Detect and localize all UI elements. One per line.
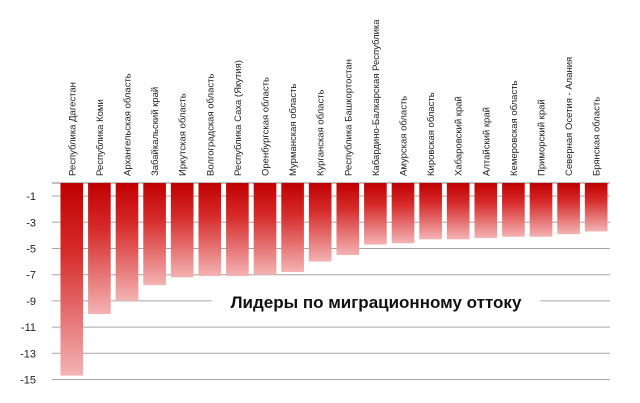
category-label: Приморский край xyxy=(537,99,548,176)
bar xyxy=(474,183,498,239)
title-background xyxy=(212,287,540,317)
y-tick-label: -9 xyxy=(26,296,36,308)
y-tick-label: -15 xyxy=(20,375,36,387)
category-label: Архангельская область xyxy=(123,73,134,176)
category-label: Алтайский край xyxy=(481,107,492,176)
bar xyxy=(529,183,553,237)
y-tick-label: -13 xyxy=(20,348,36,360)
category-label: Мурманская область xyxy=(288,84,299,176)
category-label: Кировская область xyxy=(426,92,437,176)
category-label: Курганская область xyxy=(316,89,327,176)
category-label: Оренбургская область xyxy=(261,77,272,176)
bar xyxy=(198,183,222,277)
bar xyxy=(170,183,194,278)
category-label: Иркутская область xyxy=(178,93,189,176)
y-tick-label: -1 xyxy=(26,191,36,203)
category-label: Амурская область xyxy=(399,96,410,176)
bar xyxy=(336,183,360,256)
bar xyxy=(419,183,442,240)
category-label: Брянская область xyxy=(592,97,603,176)
bar xyxy=(226,183,249,277)
y-tick-label: -7 xyxy=(26,270,36,282)
bar xyxy=(143,183,166,286)
category-label: Волгоградская область xyxy=(205,74,216,176)
y-axis-ticks: -1 -3 -5 -7 -9 -11 -13 -15 xyxy=(20,191,36,386)
chart-title: Лидеры по миграционному оттоку xyxy=(231,293,522,312)
bar xyxy=(281,183,304,273)
category-label: Северная Осетия - Алания xyxy=(564,57,575,176)
y-tick-label: -5 xyxy=(26,244,36,256)
y-tick-label: -3 xyxy=(26,217,36,229)
bar xyxy=(88,183,111,314)
category-labels: Республика Дагестан Республика Коми Арханг… xyxy=(67,19,602,176)
bar xyxy=(446,183,470,240)
category-label: Кабардино-Балкарская Республика xyxy=(371,19,382,176)
y-tick-label: -11 xyxy=(21,322,36,334)
category-label: Хабаровский край xyxy=(454,96,465,176)
category-label: Республика Дагестан xyxy=(67,82,78,176)
bars xyxy=(60,183,608,376)
bar xyxy=(115,183,139,301)
category-label: Забайкальский край xyxy=(150,87,161,176)
bar xyxy=(502,183,525,237)
bar xyxy=(584,183,608,232)
bar xyxy=(253,183,277,275)
bar xyxy=(60,183,84,376)
category-label: Республика Коми xyxy=(95,99,106,176)
bar xyxy=(308,183,332,262)
category-label: Кемеровская область xyxy=(509,80,520,176)
category-label: Республика Саха (Якутия) xyxy=(233,60,244,176)
category-label: Республика Башкортостан xyxy=(343,59,354,176)
bar xyxy=(364,183,387,245)
bar xyxy=(391,183,415,244)
bar xyxy=(557,183,580,235)
